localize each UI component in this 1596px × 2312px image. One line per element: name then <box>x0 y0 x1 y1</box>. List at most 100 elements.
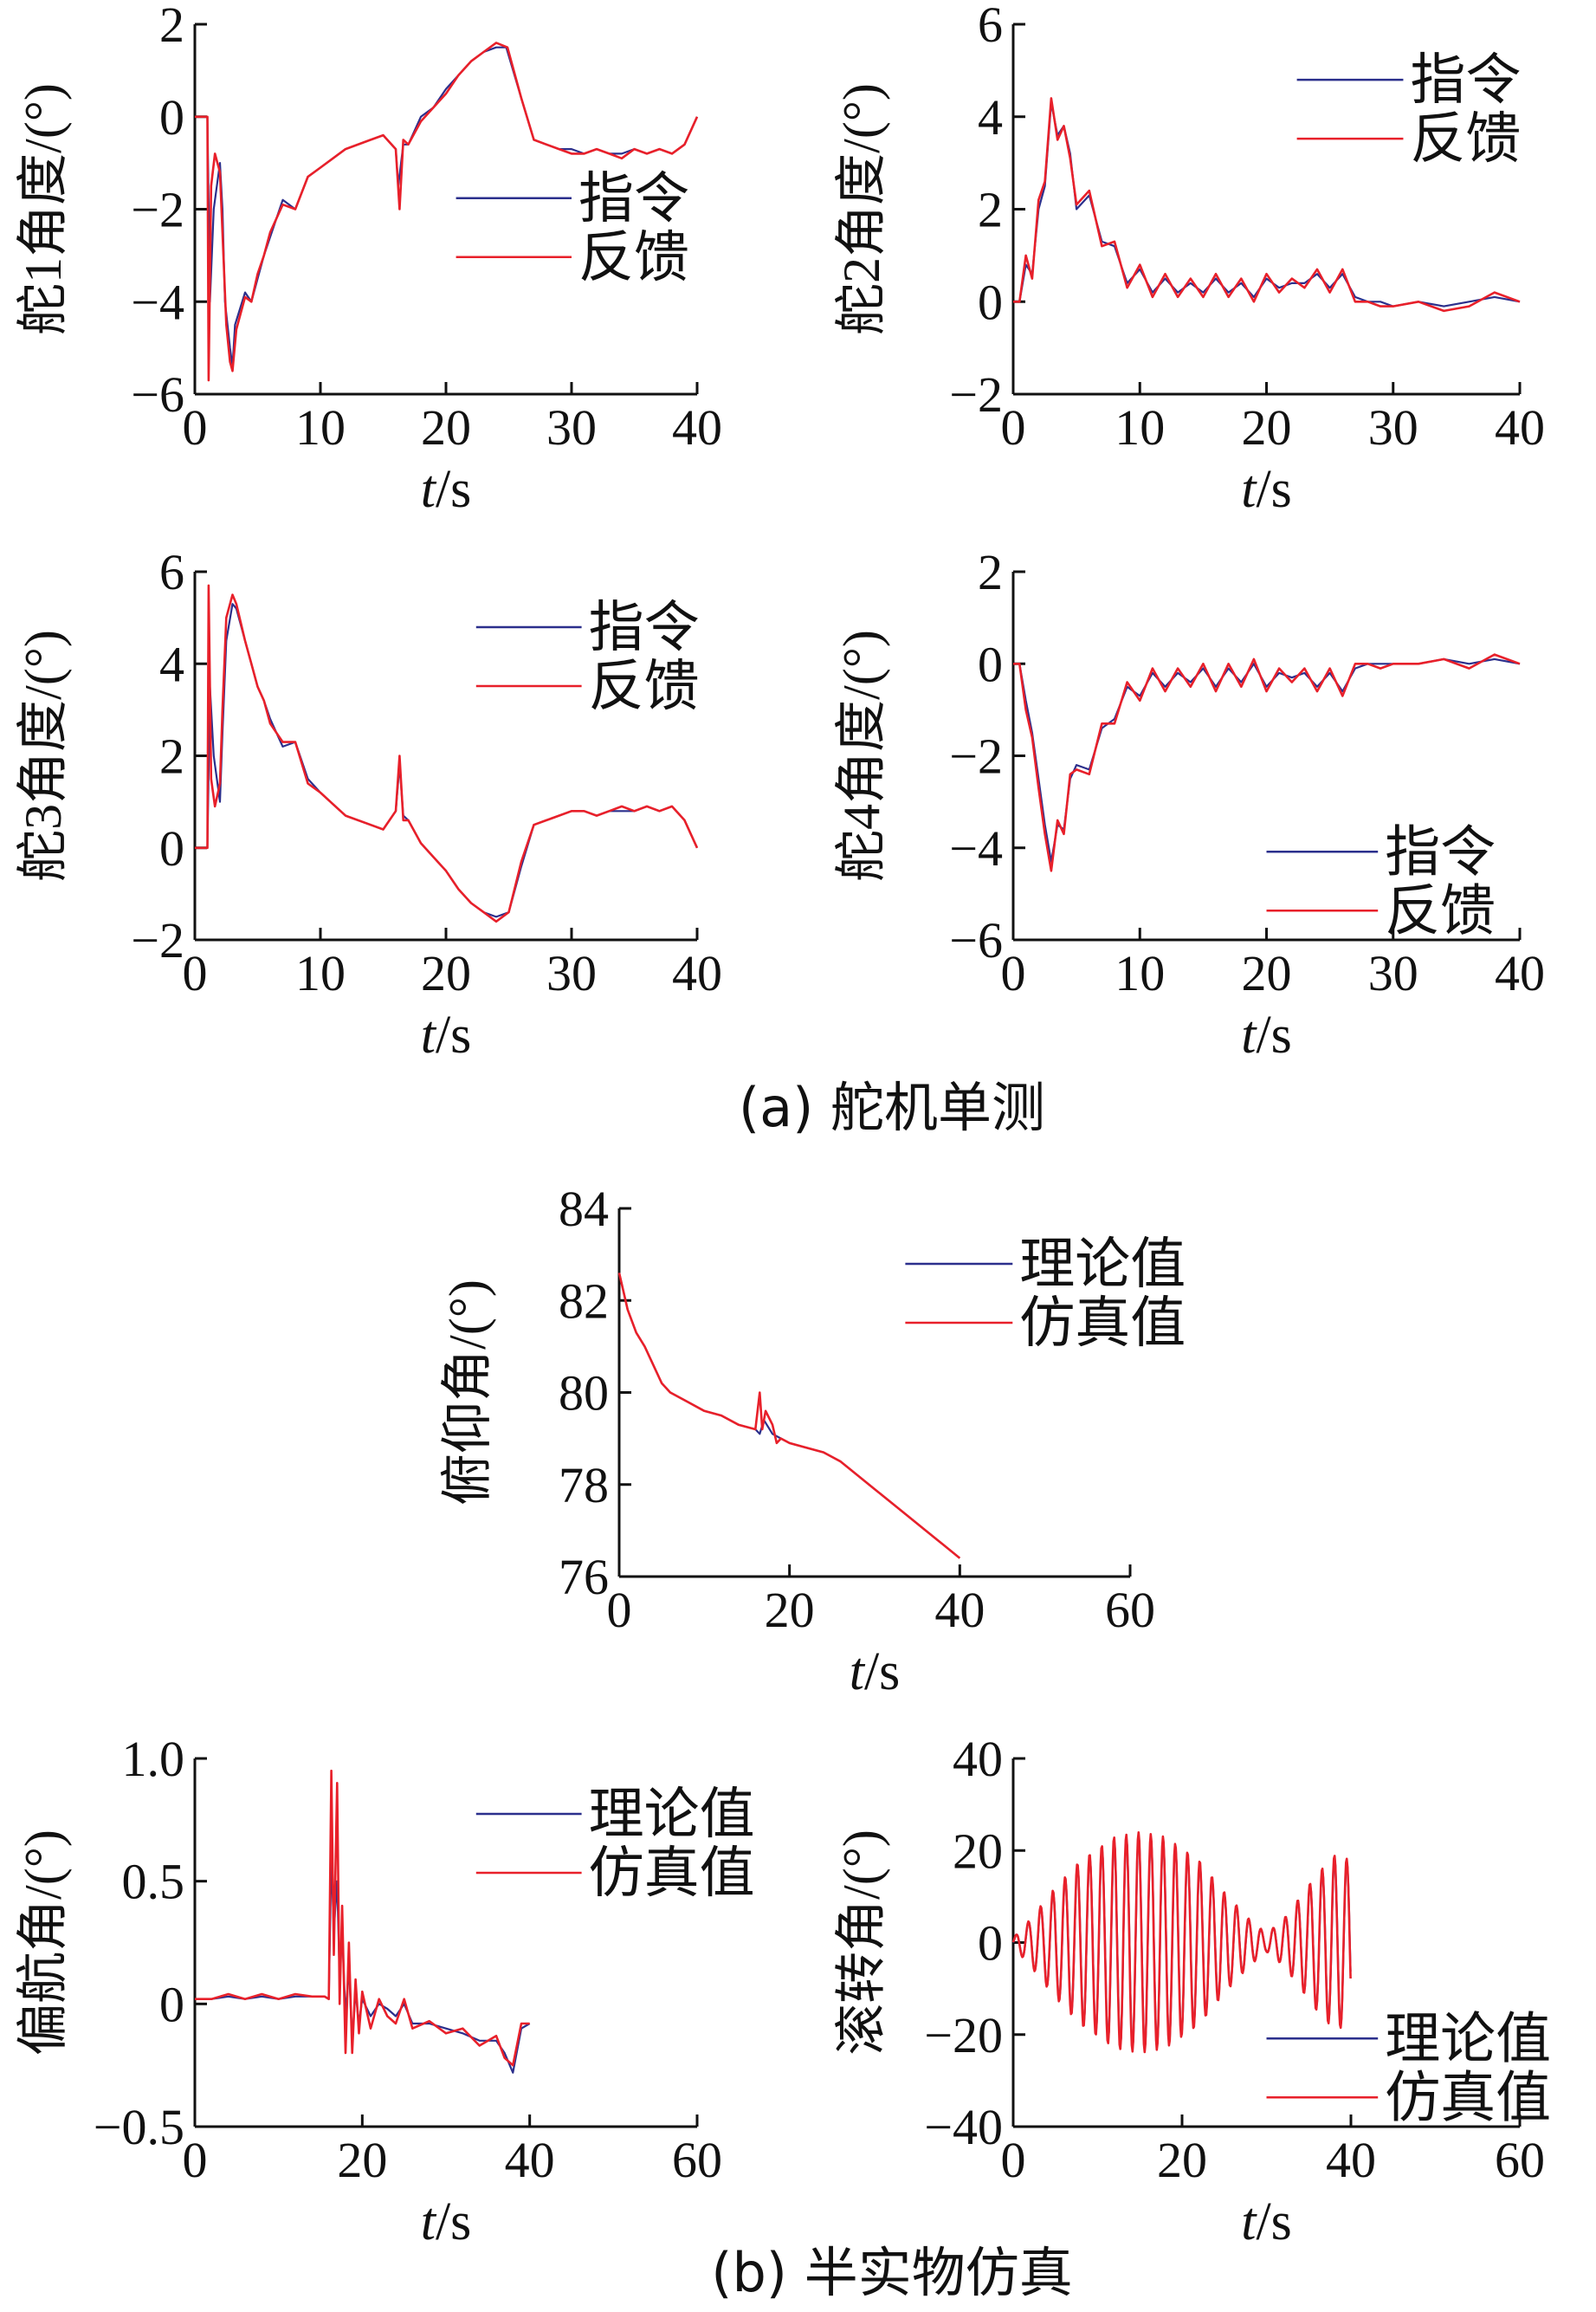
y-tick-label: 82 <box>559 1273 609 1329</box>
x-tick-label: 20 <box>1157 2132 1207 2188</box>
legend-label-feedback: 仿真值 <box>589 1842 755 1904</box>
x-tick-label: 20 <box>765 1582 815 1638</box>
x-axis-label-unit: /s <box>436 460 471 519</box>
caption-b: (b) 半实物仿真 <box>711 2241 1072 2304</box>
x-tick-label: 20 <box>421 399 471 456</box>
x-tick-label: 60 <box>1495 2132 1545 2188</box>
y-tick-label: 0 <box>159 89 184 146</box>
y-tick-label: 40 <box>953 1731 1003 1787</box>
y-axis-label: 舵4角度/(°) <box>833 630 890 882</box>
legend-label-command: 指令 <box>1410 49 1521 111</box>
x-axis-label-var: t <box>421 460 437 519</box>
x-axis-label-var: t <box>421 2192 437 2251</box>
y-tick-label: 76 <box>559 1549 609 1605</box>
y-tick-label: 0 <box>978 1915 1003 1972</box>
legend-label-feedback: 仿真值 <box>1019 1292 1186 1354</box>
x-axis-label-var: t <box>850 1642 866 1701</box>
y-tick-label: 2 <box>159 729 184 785</box>
x-tick-label: 0 <box>183 399 208 456</box>
legend-label-feedback: 反馈 <box>589 656 700 717</box>
legend-label-command: 理论值 <box>589 1784 755 1845</box>
legend-label-feedback: 反馈 <box>1385 880 1496 942</box>
series-line-feedback <box>195 584 699 923</box>
caption-a: (a) 舵机单测 <box>739 1076 1045 1139</box>
x-axis-label-var: t <box>421 1006 437 1065</box>
series-line-feedback <box>195 42 699 382</box>
y-tick-label: 0 <box>159 820 184 877</box>
y-tick-label: −4 <box>949 820 1003 877</box>
y-tick-label: −2 <box>131 912 184 968</box>
legend-label-feedback: 反馈 <box>1410 108 1521 170</box>
x-tick-label: 10 <box>295 945 346 1001</box>
x-tick-label: 10 <box>1115 945 1165 1001</box>
x-tick-label: 30 <box>1368 945 1418 1001</box>
legend-label-command: 指令 <box>1385 821 1496 883</box>
x-axis-label-unit: /s <box>436 1006 471 1065</box>
y-tick-label: −6 <box>131 366 184 423</box>
y-tick-label: 4 <box>159 636 184 692</box>
y-tick-label: 6 <box>159 544 184 600</box>
legend-label-command: 理论值 <box>1385 2008 1551 2069</box>
x-tick-label: 40 <box>934 1582 985 1638</box>
y-tick-label: −20 <box>924 2007 1003 2063</box>
x-tick-label: 20 <box>1242 399 1292 456</box>
x-axis-label: t/s <box>1241 1006 1292 1065</box>
y-tick-label: 0 <box>978 274 1003 330</box>
x-tick-label: 0 <box>183 2132 208 2188</box>
x-axis-label: t/s <box>1241 460 1292 519</box>
series-line-feedback <box>1013 97 1521 313</box>
x-tick-label: 30 <box>1368 399 1418 456</box>
y-tick-label: −2 <box>131 182 184 238</box>
x-tick-label: 60 <box>1105 1582 1155 1638</box>
x-tick-label: 40 <box>1326 2132 1376 2188</box>
x-tick-label: 0 <box>1001 945 1026 1001</box>
x-axis-label-unit: /s <box>1256 1006 1291 1065</box>
y-tick-label: −2 <box>949 729 1003 785</box>
x-axis-label: t/s <box>421 460 472 519</box>
y-axis-label: 舵3角度/(°) <box>15 630 72 882</box>
series-line-feedback <box>1011 1831 1352 2054</box>
y-tick-label: 78 <box>559 1457 609 1513</box>
series-line-feedback <box>617 1273 961 1559</box>
x-tick-label: 30 <box>546 399 597 456</box>
y-tick-label: 0 <box>159 1976 184 2032</box>
x-axis-label-var: t <box>1241 2192 1257 2251</box>
legend-label-feedback: 仿真值 <box>1385 2067 1551 2128</box>
legend-label-command: 指令 <box>589 597 700 658</box>
x-tick-label: 0 <box>183 945 208 1001</box>
series-line-feedback <box>1013 653 1521 872</box>
y-tick-label: −2 <box>949 366 1003 423</box>
y-tick-label: 0.5 <box>122 1854 185 1910</box>
x-tick-label: 20 <box>337 2132 387 2188</box>
x-axis-label: t/s <box>850 1642 901 1701</box>
x-axis-label: t/s <box>421 2192 472 2251</box>
x-tick-label: 40 <box>672 399 722 456</box>
y-tick-label: −4 <box>131 274 184 330</box>
x-axis-label-unit: /s <box>1256 460 1291 519</box>
x-tick-label: 20 <box>421 945 471 1001</box>
y-axis-label: 舵2角度/(°) <box>833 83 890 335</box>
x-tick-label: 40 <box>505 2132 555 2188</box>
x-axis-label: t/s <box>421 1006 472 1065</box>
y-tick-label: −6 <box>949 912 1003 968</box>
x-tick-label: 40 <box>1495 945 1545 1001</box>
legend-label-command: 指令 <box>578 168 689 230</box>
x-axis-label: t/s <box>1241 2192 1292 2251</box>
legend-label-command: 理论值 <box>1019 1234 1186 1295</box>
x-tick-label: 10 <box>295 399 346 456</box>
x-tick-label: 40 <box>1495 399 1545 456</box>
y-axis-label: 俯仰角/(°) <box>439 1279 496 1506</box>
x-axis-label-unit: /s <box>1256 2192 1291 2251</box>
y-tick-label: 2 <box>159 0 184 53</box>
